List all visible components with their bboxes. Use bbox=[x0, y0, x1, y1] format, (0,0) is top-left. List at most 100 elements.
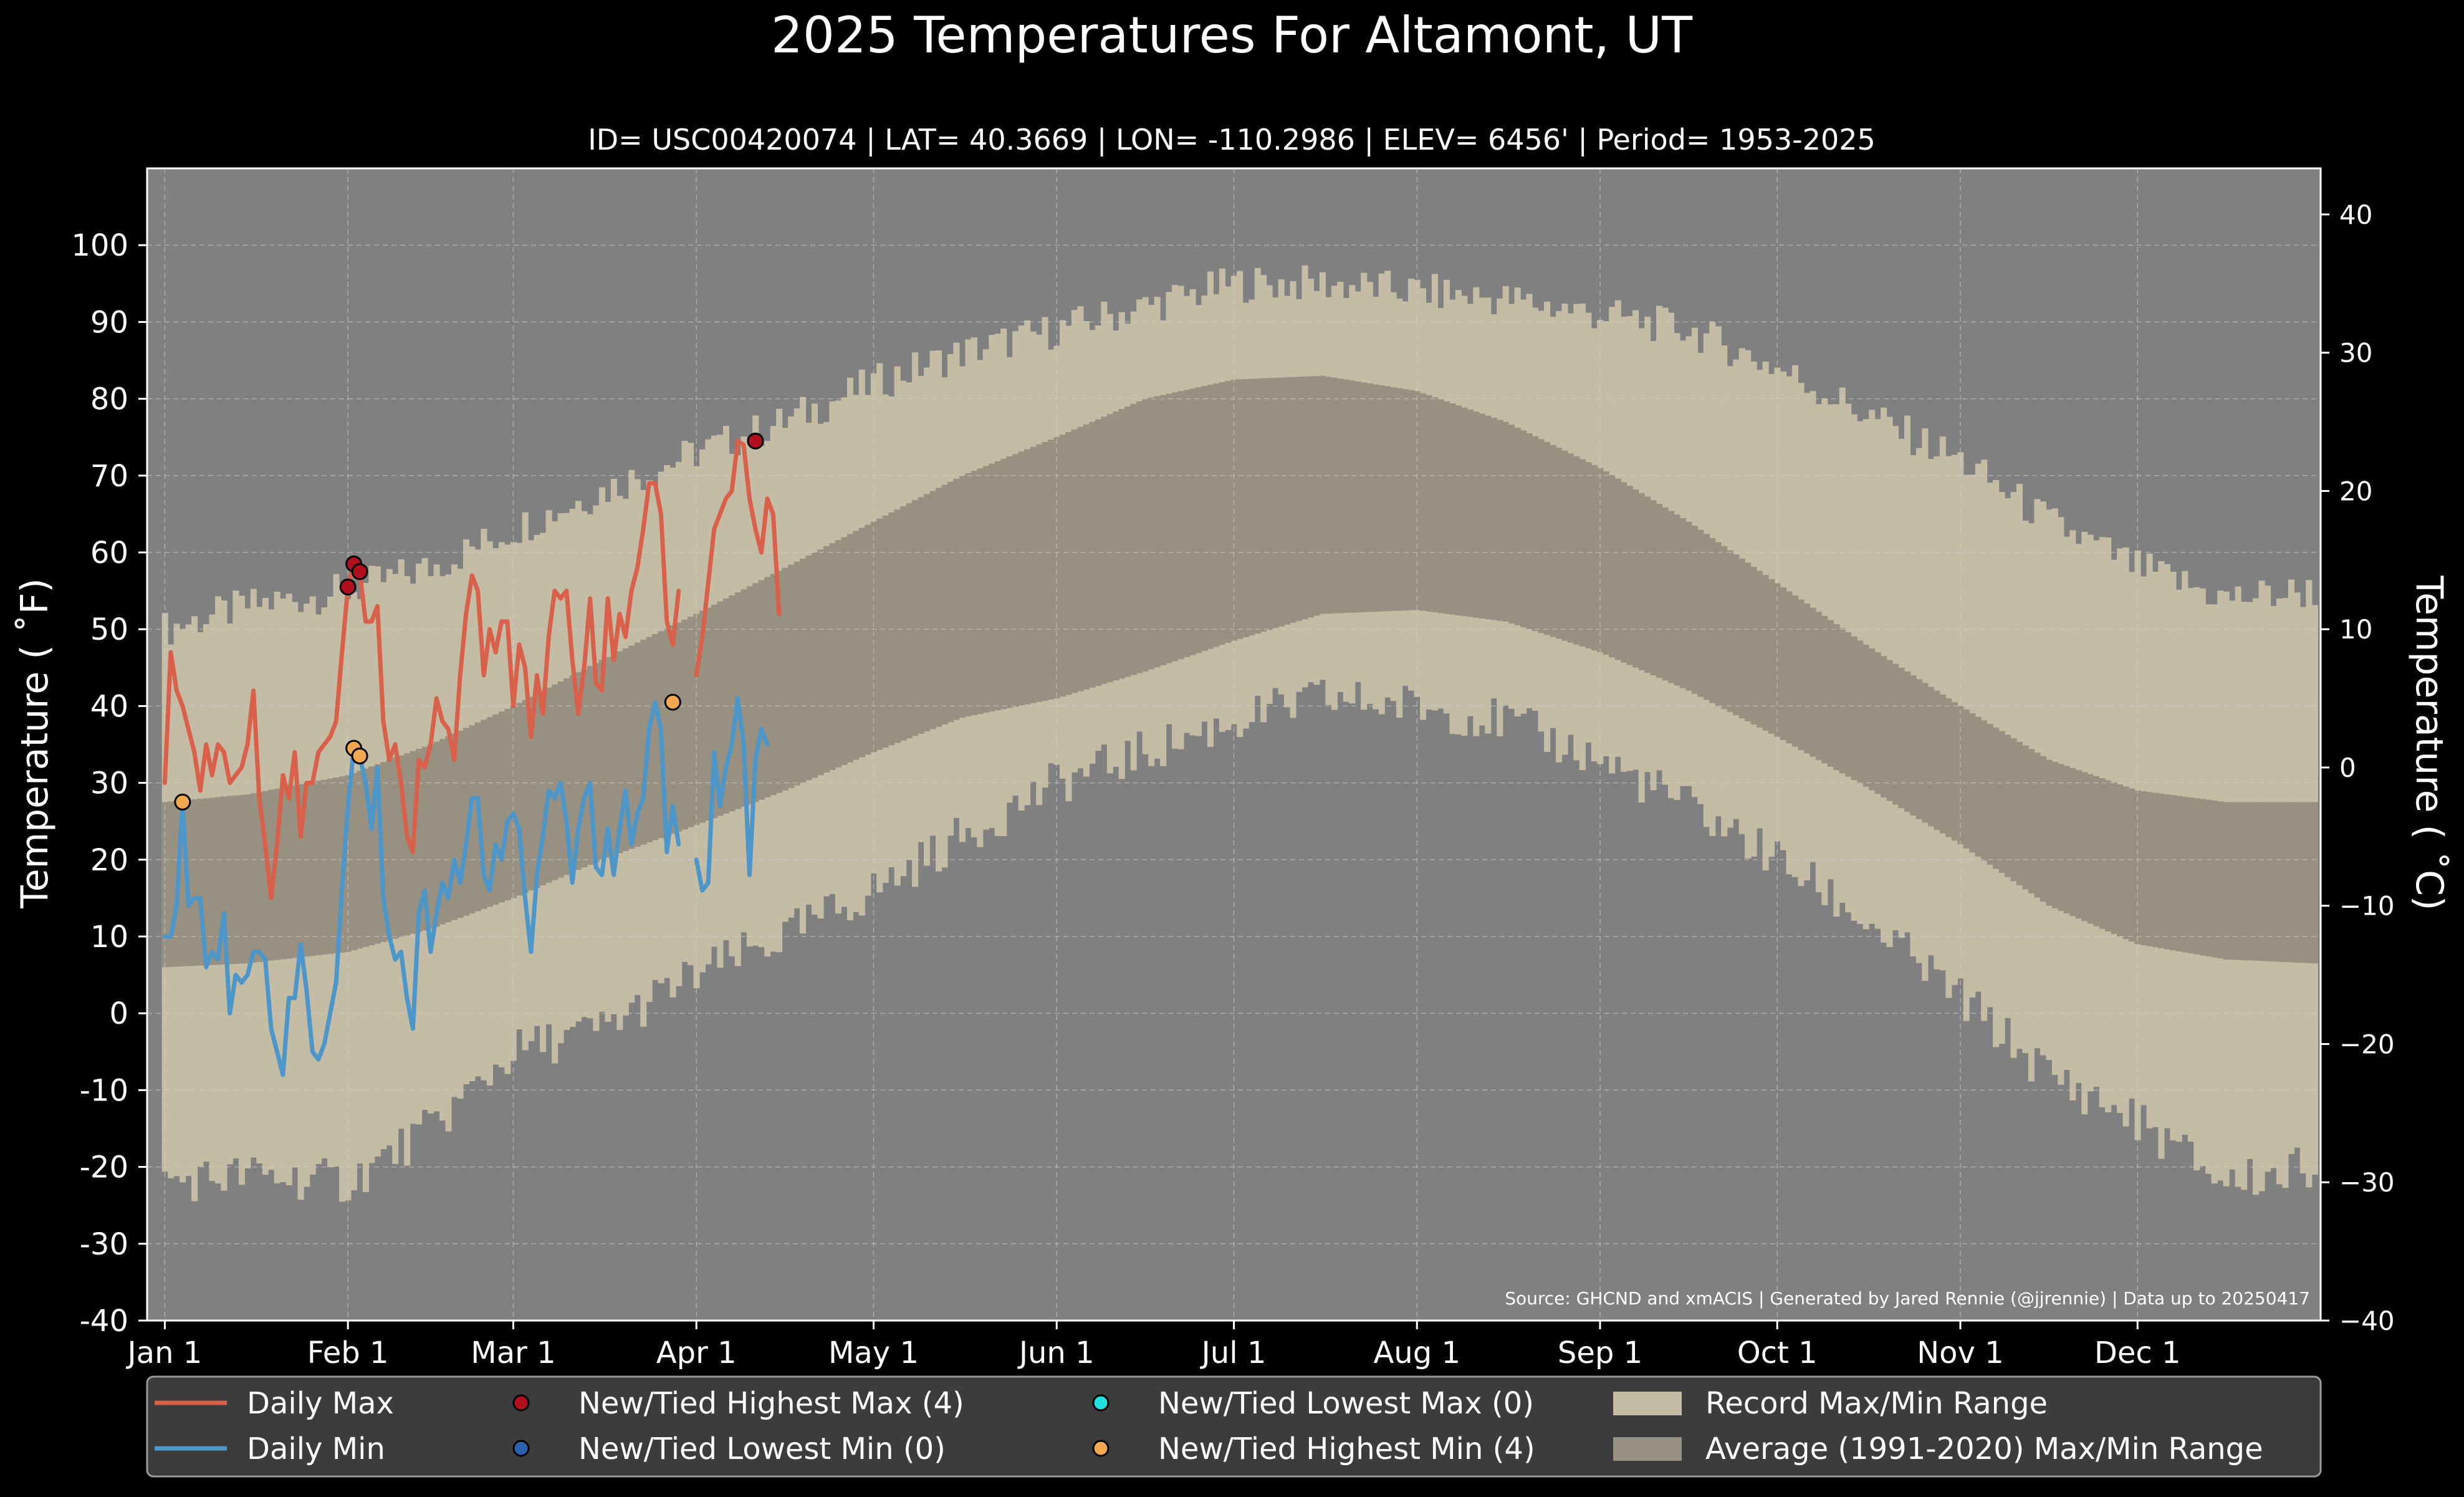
average-range-bar bbox=[1071, 429, 1078, 693]
average-range-bar bbox=[1065, 432, 1072, 695]
legend: Daily Max Daily Min New/Tied Highest Max (… bbox=[146, 1375, 2322, 1478]
average-range-bar bbox=[197, 799, 204, 966]
average-range-bar bbox=[2246, 802, 2253, 961]
average-range-bar bbox=[764, 577, 771, 797]
average-range-bar bbox=[1154, 396, 1161, 668]
average-range-bar bbox=[758, 580, 765, 800]
y-tick-label-left: 20 bbox=[90, 843, 128, 878]
average-range-bar bbox=[1296, 377, 1303, 622]
average-range-bar bbox=[941, 484, 948, 724]
average-range-bar bbox=[1325, 377, 1332, 614]
average-range-bar bbox=[1302, 376, 1308, 620]
average-range-bar bbox=[297, 784, 304, 958]
legend-marker-swatch bbox=[512, 1394, 530, 1412]
average-range-bar bbox=[1467, 409, 1474, 617]
average-range-bar bbox=[1502, 421, 1509, 622]
average-range-bar bbox=[2010, 738, 2017, 882]
average-range-bar bbox=[1674, 514, 1680, 686]
average-range-bar bbox=[853, 531, 860, 760]
average-range-bar bbox=[894, 509, 901, 743]
chart-subtitle: ID= USC00420074 | LAT= 40.3669 | LON= -1… bbox=[588, 123, 1876, 157]
new-tied-highest-max-marker bbox=[339, 578, 357, 595]
average-range-bar bbox=[1449, 403, 1456, 615]
average-range-bar bbox=[1420, 393, 1427, 611]
y-tick-label-left: 0 bbox=[109, 996, 128, 1031]
average-range-bar bbox=[1538, 439, 1545, 633]
average-range-bar bbox=[2270, 802, 2277, 962]
average-range-bar bbox=[2022, 745, 2029, 890]
new-tied-highest-min-marker bbox=[351, 747, 368, 764]
average-range-bar bbox=[1219, 382, 1225, 645]
average-range-bar bbox=[1095, 419, 1101, 686]
x-tick-label: Sep 1 bbox=[1558, 1336, 1642, 1370]
x-tick-label: Dec 1 bbox=[2094, 1336, 2181, 1370]
average-range-bar bbox=[386, 759, 393, 941]
average-range-bar bbox=[1738, 558, 1745, 719]
average-range-bar bbox=[2063, 766, 2070, 913]
average-range-bar bbox=[906, 503, 913, 739]
average-range-bar bbox=[498, 711, 505, 903]
average-range-bar bbox=[912, 500, 919, 736]
average-range-bar bbox=[1945, 698, 1952, 837]
y-tick-label-left: -40 bbox=[80, 1304, 128, 1339]
y-tick-label-left: 70 bbox=[90, 459, 128, 494]
average-range-bar bbox=[989, 463, 995, 712]
average-range-bar bbox=[2140, 791, 2147, 945]
average-range-bar bbox=[1378, 385, 1385, 612]
average-range-bar bbox=[1195, 387, 1202, 653]
average-range-bar bbox=[1266, 378, 1273, 630]
average-range-bar bbox=[1768, 579, 1775, 734]
average-range-bar bbox=[1343, 379, 1349, 613]
average-range-bar bbox=[1249, 378, 1255, 636]
average-range-bar bbox=[522, 700, 529, 893]
average-range-bar bbox=[1934, 690, 1940, 830]
average-range-bar bbox=[705, 607, 712, 821]
average-range-bar bbox=[1006, 456, 1013, 708]
average-range-bar bbox=[492, 714, 499, 905]
average-range-bar bbox=[563, 678, 570, 875]
average-range-bar bbox=[664, 628, 671, 836]
average-range-bar bbox=[1148, 397, 1155, 670]
average-range-bar bbox=[1030, 446, 1037, 703]
average-range-bar bbox=[1798, 599, 1805, 751]
average-range-bar bbox=[846, 534, 853, 763]
y-tick-label-right: −30 bbox=[2339, 1167, 2395, 1198]
average-range-bar bbox=[1497, 420, 1503, 621]
average-range-bar bbox=[463, 728, 469, 916]
average-range-bar bbox=[1402, 389, 1409, 611]
average-range-bar bbox=[959, 475, 966, 718]
average-range-bar bbox=[982, 466, 989, 713]
average-range-bar bbox=[1473, 412, 1480, 618]
y-tick-label-left: 60 bbox=[90, 536, 128, 570]
average-range-bar bbox=[1390, 387, 1397, 611]
average-range-bar bbox=[1431, 397, 1438, 613]
average-range-bar bbox=[2087, 774, 2094, 924]
average-range-bar bbox=[2040, 756, 2046, 902]
average-range-bar bbox=[1254, 378, 1261, 634]
average-range-bar bbox=[965, 473, 972, 716]
average-range-bar bbox=[1898, 667, 1905, 809]
average-range-bar bbox=[936, 488, 942, 727]
y-tick-label-left: 50 bbox=[90, 612, 128, 647]
average-range-bar bbox=[788, 564, 795, 788]
y-tick-label-right: 40 bbox=[2339, 200, 2372, 230]
y-tick-label-left: 90 bbox=[90, 305, 128, 340]
average-range-bar bbox=[209, 797, 216, 965]
average-range-bar bbox=[2311, 802, 2318, 964]
average-range-bar bbox=[2051, 761, 2058, 908]
average-range-bar bbox=[924, 494, 931, 732]
y-axis-right-ticks: −40 −30 −20 −10 0 10 20 30 40 bbox=[2321, 200, 2395, 1336]
average-range-bar bbox=[793, 561, 800, 786]
average-range-bar bbox=[1939, 694, 1946, 834]
average-range-bar bbox=[168, 801, 175, 967]
legend-label: New/Tied Highest Min (4) bbox=[1158, 1432, 1535, 1466]
y-tick-label-left: -20 bbox=[80, 1150, 128, 1185]
average-range-bar bbox=[1998, 731, 2005, 874]
average-range-bar bbox=[215, 797, 222, 965]
average-range-bar bbox=[180, 800, 186, 966]
average-range-bar bbox=[2158, 793, 2165, 948]
average-range-bar bbox=[1490, 418, 1497, 620]
average-range-bar bbox=[421, 746, 428, 931]
average-range-bar bbox=[699, 610, 706, 823]
average-range-bar bbox=[1791, 595, 1798, 747]
